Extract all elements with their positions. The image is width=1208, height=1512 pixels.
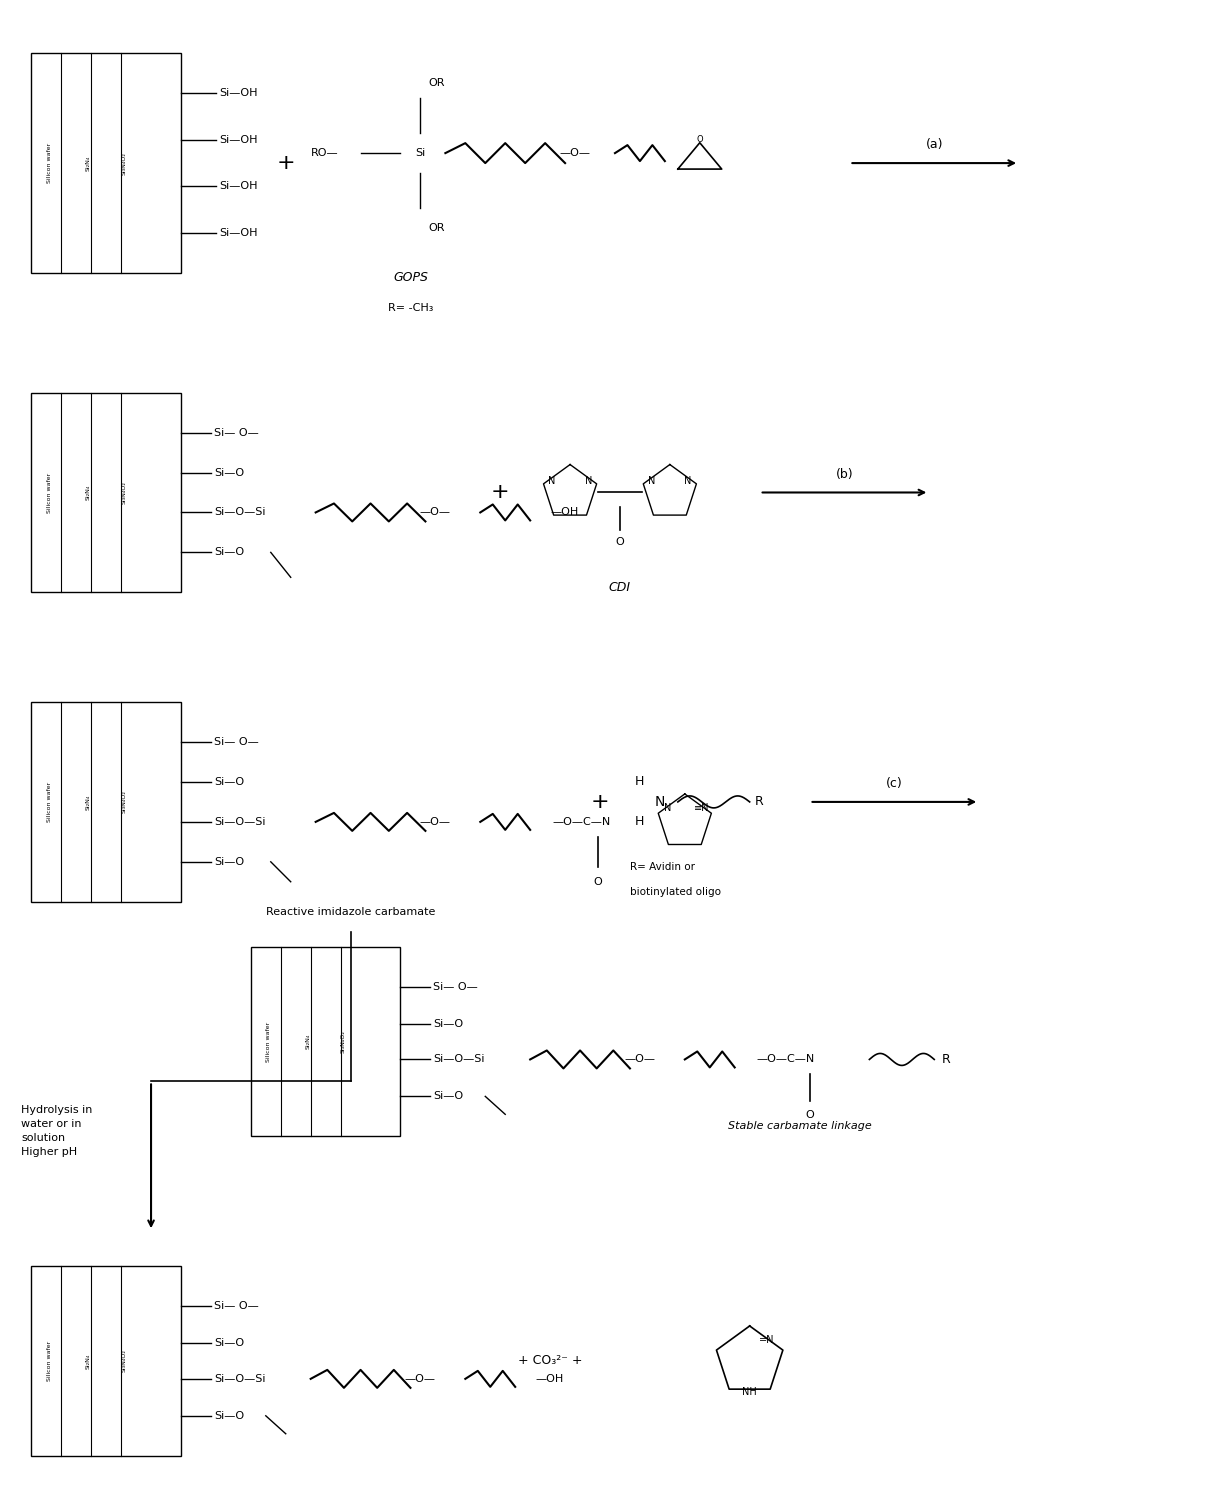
Text: Si: Si bbox=[416, 148, 425, 159]
Text: O: O bbox=[593, 877, 603, 886]
Text: H: H bbox=[635, 776, 645, 788]
Text: Reactive imidazole carbamate: Reactive imidazole carbamate bbox=[266, 907, 435, 916]
Text: biotinylated oligo: biotinylated oligo bbox=[629, 886, 721, 897]
Text: Stable carbamate linkage: Stable carbamate linkage bbox=[727, 1122, 871, 1131]
Text: Si—OH: Si—OH bbox=[219, 88, 257, 98]
Bar bbox=[31, 393, 181, 593]
Text: Si—O: Si—O bbox=[214, 857, 244, 866]
Text: —O—: —O— bbox=[559, 148, 591, 159]
Bar bbox=[31, 702, 181, 901]
Text: +: + bbox=[277, 153, 295, 172]
Text: Si₃N₄O₂: Si₃N₄O₂ bbox=[122, 1349, 127, 1373]
Text: —O—C—N: —O—C—N bbox=[756, 1054, 815, 1064]
Text: Si—O: Si—O bbox=[214, 467, 244, 478]
Text: —OH: —OH bbox=[550, 508, 579, 517]
Text: O: O bbox=[697, 135, 703, 144]
Text: N: N bbox=[647, 476, 656, 487]
Text: Silicon wafer: Silicon wafer bbox=[47, 782, 52, 823]
Bar bbox=[31, 53, 181, 272]
Text: Si₂N₄: Si₂N₄ bbox=[86, 485, 91, 500]
Text: Si—O: Si—O bbox=[214, 1411, 244, 1421]
Text: Hydrolysis in
water or in
solution
Higher pH: Hydrolysis in water or in solution Highe… bbox=[22, 1105, 93, 1157]
Text: N: N bbox=[664, 803, 672, 813]
Text: Si₂N₄: Si₂N₄ bbox=[86, 156, 91, 171]
Text: =N: =N bbox=[760, 1335, 774, 1346]
Text: Silicon wafer: Silicon wafer bbox=[47, 472, 52, 513]
Text: GOPS: GOPS bbox=[393, 271, 428, 284]
Text: H: H bbox=[635, 815, 645, 829]
Text: Si— O—: Si— O— bbox=[214, 428, 259, 437]
Text: NH: NH bbox=[742, 1388, 757, 1397]
Text: —O—: —O— bbox=[420, 816, 451, 827]
Text: O: O bbox=[616, 537, 625, 547]
Text: Si— O—: Si— O— bbox=[434, 981, 478, 992]
Text: RO—: RO— bbox=[310, 148, 338, 159]
Text: Si₃N₄O₂: Si₃N₄O₂ bbox=[122, 481, 127, 503]
Text: R: R bbox=[755, 795, 763, 809]
Text: —O—: —O— bbox=[420, 508, 451, 517]
Text: N: N bbox=[585, 476, 592, 487]
Text: N: N bbox=[548, 476, 556, 487]
Text: Si₂N₄: Si₂N₄ bbox=[86, 794, 91, 809]
Text: R: R bbox=[942, 1052, 951, 1066]
Text: O: O bbox=[806, 1110, 814, 1120]
Text: Si₃N₄O₂: Si₃N₄O₂ bbox=[341, 1030, 347, 1052]
Text: CDI: CDI bbox=[609, 581, 631, 594]
Text: ≡N: ≡N bbox=[693, 803, 709, 813]
Text: +: + bbox=[591, 792, 609, 812]
Text: Si—O—Si: Si—O—Si bbox=[434, 1054, 484, 1064]
Text: Si— O—: Si— O— bbox=[214, 1300, 259, 1311]
Text: Si—O: Si—O bbox=[434, 1092, 464, 1101]
Text: —O—C—N: —O—C—N bbox=[552, 816, 610, 827]
Text: Si—OH: Si—OH bbox=[219, 135, 257, 145]
Text: Si—O: Si—O bbox=[214, 547, 244, 558]
Text: N: N bbox=[684, 476, 692, 487]
Text: Si—O—Si: Si—O—Si bbox=[214, 508, 266, 517]
Bar bbox=[251, 947, 401, 1137]
Text: Si—O: Si—O bbox=[214, 1338, 244, 1347]
Text: (b): (b) bbox=[836, 467, 853, 481]
Text: Si₃N₄O₂: Si₃N₄O₂ bbox=[122, 151, 127, 174]
Text: Si—O—Si: Si—O—Si bbox=[214, 816, 266, 827]
Text: +: + bbox=[490, 482, 510, 502]
Text: Si—O: Si—O bbox=[214, 777, 244, 786]
Text: Si—O—Si: Si—O—Si bbox=[214, 1374, 266, 1383]
Text: R= Avidin or: R= Avidin or bbox=[629, 862, 695, 872]
Text: —OH: —OH bbox=[535, 1374, 563, 1383]
Text: Si₂N₄: Si₂N₄ bbox=[86, 1353, 91, 1368]
Text: + CO₃²⁻ +: + CO₃²⁻ + bbox=[518, 1355, 582, 1367]
Text: OR: OR bbox=[429, 222, 445, 233]
Text: R= -CH₃: R= -CH₃ bbox=[388, 302, 434, 313]
Text: N: N bbox=[655, 795, 666, 809]
Bar bbox=[31, 1266, 181, 1456]
Text: (c): (c) bbox=[885, 777, 902, 789]
Text: —O—: —O— bbox=[405, 1374, 436, 1383]
Text: Si—O: Si—O bbox=[434, 1019, 464, 1028]
Text: Si—OH: Si—OH bbox=[219, 181, 257, 191]
Text: Silicon wafer: Silicon wafer bbox=[47, 144, 52, 183]
Text: Silicon wafer: Silicon wafer bbox=[266, 1022, 272, 1061]
Text: Si—OH: Si—OH bbox=[219, 228, 257, 237]
Text: OR: OR bbox=[429, 79, 445, 88]
Text: Si₂N₄: Si₂N₄ bbox=[306, 1034, 310, 1049]
Text: Silicon wafer: Silicon wafer bbox=[47, 1341, 52, 1380]
Text: Si— O—: Si— O— bbox=[214, 736, 259, 747]
Text: (a): (a) bbox=[925, 138, 943, 151]
Text: Si₃N₄O₂: Si₃N₄O₂ bbox=[122, 791, 127, 813]
Text: —O—: —O— bbox=[625, 1054, 656, 1064]
